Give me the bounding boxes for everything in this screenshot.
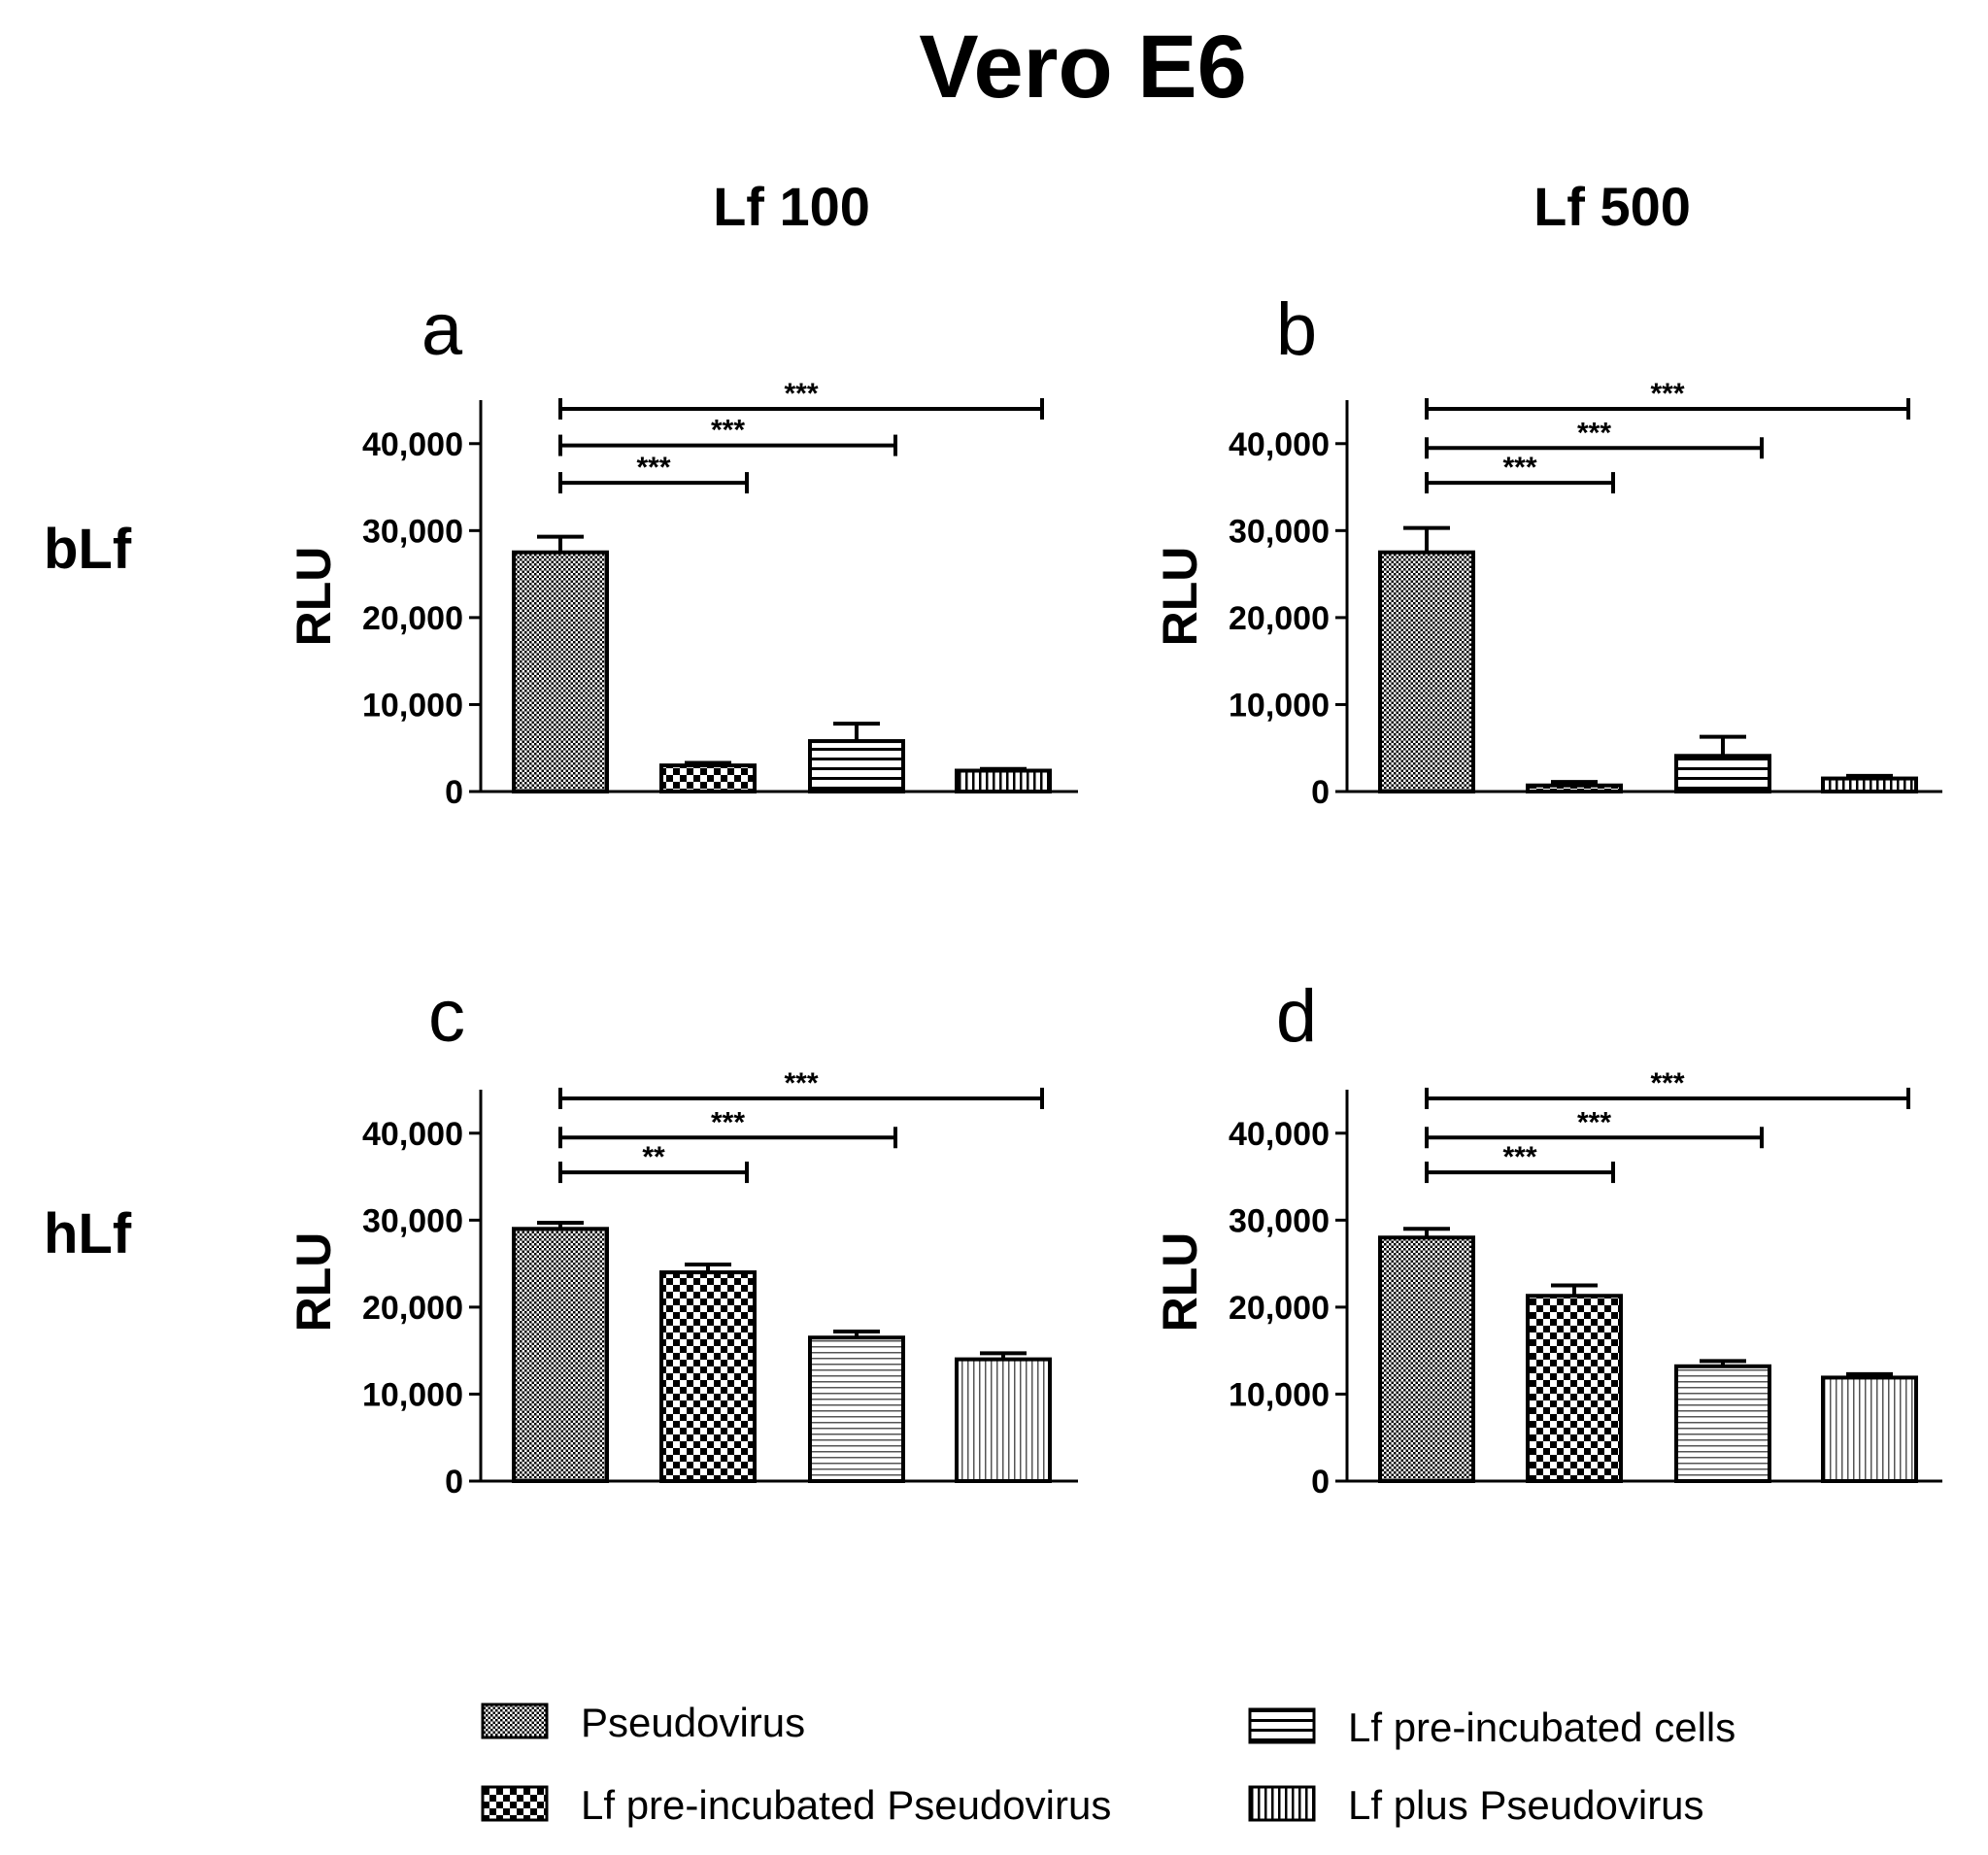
y-tick-label: 40,000 [362, 426, 463, 463]
panel-letter-c: c [428, 975, 465, 1058]
y-tick-label: 0 [1311, 1464, 1330, 1501]
legend-item-lf-pre-incubated-cells: Lf pre-incubated cells [1248, 1704, 1735, 1750]
y-tick-label: 40,000 [362, 1116, 463, 1153]
bar-lf-pre-incubated-cells [808, 739, 905, 794]
legend-label-lf-pre-incubated-cells: Lf pre-incubated cells [1348, 1704, 1735, 1750]
y-tick-label: 0 [445, 774, 463, 811]
sig-label: *** [784, 1067, 818, 1099]
bar-lf-plus-pseudovirus [1821, 776, 1918, 793]
legend-label-lf-plus-pseudovirus: Lf plus Pseudovirus [1348, 1782, 1704, 1828]
y-tick-label: 10,000 [362, 687, 463, 724]
y-tick-label: 10,000 [362, 1376, 463, 1413]
sig-label: *** [1650, 1067, 1684, 1099]
y-axis-label: RLU [286, 1232, 341, 1332]
y-tick-label: 30,000 [362, 1202, 463, 1239]
sig-label: *** [711, 415, 745, 447]
panel-letter-d: d [1276, 975, 1317, 1058]
panel-a: a RLU 0 10,000 20,000 30,000 40,000 *** *** *** [286, 288, 1078, 811]
col-header-lf500: Lf 500 [1533, 176, 1691, 237]
row-header-hlf: hLf [44, 1202, 132, 1265]
y-tick-label: 30,000 [1229, 513, 1330, 550]
y-axis-label: RLU [1153, 547, 1207, 647]
bar-lf-plus-pseudovirus [955, 768, 1052, 793]
bar-pseudovirus [1378, 550, 1475, 793]
y-tick-label: 20,000 [1229, 600, 1330, 637]
legend-swatch-lf-pre-incubated-cells [1248, 1707, 1316, 1744]
legend-label-lf-pre-incubated-pseudovirus: Lf pre-incubated Pseudovirus [581, 1782, 1111, 1828]
panel-letter-b: b [1276, 288, 1317, 371]
sig-label: *** [711, 1106, 745, 1138]
bar-lf-pre-incubated-cells [808, 1335, 905, 1483]
legend-item-pseudovirus: Pseudovirus [481, 1700, 805, 1745]
col-header-lf100: Lf 100 [713, 176, 870, 237]
bar-lf-pre-incubated-cells [1674, 1364, 1771, 1483]
bar-pseudovirus [512, 550, 609, 793]
y-axis-label: RLU [286, 547, 341, 647]
sig-label: *** [784, 378, 818, 410]
panel-b: b RLU 0 10,000 20,000 30,000 40,000 *** *** *** [1153, 288, 1942, 811]
bar-lf-plus-pseudovirus [955, 1357, 1052, 1483]
panel-letter-a: a [421, 288, 463, 371]
y-tick-label: 30,000 [362, 513, 463, 550]
bar-pseudovirus [512, 1227, 609, 1484]
row-header-blf: bLf [44, 518, 132, 581]
sig-label: *** [636, 452, 670, 484]
legend-item-lf-pre-incubated-pseudovirus: Lf pre-incubated Pseudovirus [481, 1782, 1111, 1828]
y-tick-label: 40,000 [1229, 426, 1330, 463]
sig-label: ** [642, 1141, 665, 1173]
legend-swatch-lf-pre-incubated-pseudovirus [481, 1785, 549, 1822]
bar-lf-pre-incubated-pseudovirus [659, 1270, 757, 1483]
y-tick-label: 30,000 [1229, 1202, 1330, 1239]
panel-d: d RLU 0 10,000 20,000 30,000 40,000 *** *** *** [1153, 975, 1942, 1501]
y-tick-label: 20,000 [1229, 1290, 1330, 1327]
bar-lf-pre-incubated-pseudovirus [1526, 1294, 1623, 1484]
legend-item-lf-plus-pseudovirus: Lf plus Pseudovirus [1248, 1782, 1704, 1828]
y-tick-label: 20,000 [362, 600, 463, 637]
figure-title: Vero E6 [919, 17, 1247, 117]
legend: Pseudovirus Lf pre-incubated Pseudovirus… [481, 1700, 1735, 1828]
bar-pseudovirus [1378, 1235, 1475, 1483]
y-tick-label: 10,000 [1229, 687, 1330, 724]
legend-swatch-lf-plus-pseudovirus [1248, 1785, 1316, 1822]
bar-lf-plus-pseudovirus [1821, 1375, 1918, 1483]
y-axis-label: RLU [1153, 1232, 1207, 1332]
y-tick-label: 0 [1311, 774, 1330, 811]
bar-lf-pre-incubated-pseudovirus [659, 763, 757, 794]
y-tick-label: 20,000 [362, 1290, 463, 1327]
bar-lf-pre-incubated-cells [1674, 754, 1771, 794]
legend-swatch-pseudovirus [481, 1703, 549, 1739]
sig-label: *** [1577, 1106, 1611, 1138]
sig-label: *** [1650, 378, 1684, 410]
bar-lf-pre-incubated-pseudovirus [1526, 783, 1623, 794]
sig-label: *** [1502, 1141, 1536, 1173]
y-tick-label: 0 [445, 1464, 463, 1501]
y-tick-label: 10,000 [1229, 1376, 1330, 1413]
y-tick-label: 40,000 [1229, 1116, 1330, 1153]
legend-label-pseudovirus: Pseudovirus [581, 1700, 805, 1745]
sig-label: *** [1502, 452, 1536, 484]
sig-label: *** [1577, 417, 1611, 449]
